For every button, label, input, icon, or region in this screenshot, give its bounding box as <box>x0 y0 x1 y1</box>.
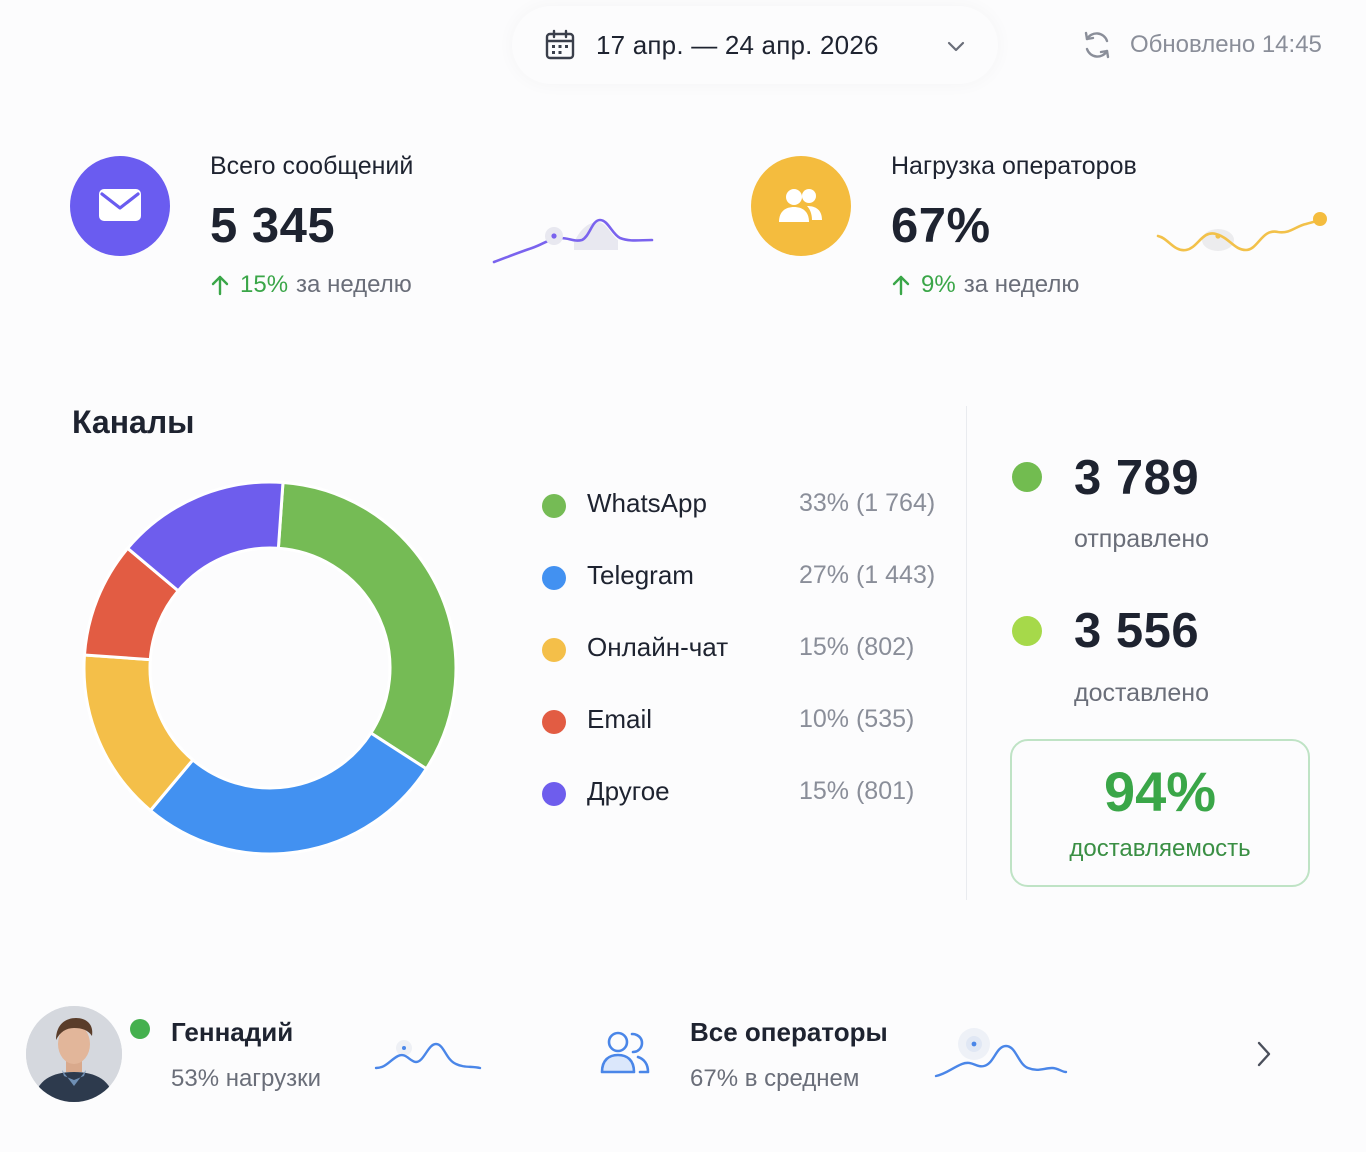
all-operators-icon-wrap <box>596 1028 654 1083</box>
chevron-down-icon <box>947 41 965 52</box>
legend-value: 15% (801) <box>799 777 915 805</box>
operator-avatar-image <box>26 1006 122 1102</box>
load-kpi-icon <box>751 156 851 256</box>
delivery-rate-label: доставляемость <box>1069 835 1251 862</box>
legend-label: Telegram <box>587 560 694 590</box>
legend-label: Email <box>587 704 653 734</box>
delivered-count: 3 556 <box>1074 604 1200 658</box>
messages-sparkline <box>492 218 654 264</box>
legend-item-whatsapp: WhatsApp 33% (1 764) <box>540 486 950 558</box>
legend-value: 33% (1 764) <box>799 489 936 517</box>
messages-kpi-icon <box>70 156 170 256</box>
legend-item-online-chat: Онлайн-чат 15% (802) <box>540 630 950 702</box>
legend-dot <box>542 782 566 806</box>
delivery-rate-card: 94% доставляемость <box>1010 739 1310 887</box>
channels-legend: WhatsApp 33% (1 764) Telegram 27% (1 443… <box>540 486 950 846</box>
date-range-picker[interactable]: 17 апр. — 24 апр. 2026 <box>512 6 998 84</box>
legend-value: 10% (535) <box>799 705 915 733</box>
legend-item-other: Другое 15% (801) <box>540 774 950 846</box>
envelope-icon <box>99 189 141 221</box>
date-range-text: 17 апр. — 24 апр. 2026 <box>596 29 879 60</box>
chevron-right-icon <box>1257 1041 1271 1067</box>
load-delta-pct: 9% <box>921 271 956 298</box>
sent-label: отправлено <box>1074 525 1210 553</box>
calendar-icon <box>545 29 575 60</box>
donut-slice-другое[interactable] <box>125 480 285 593</box>
sent-count: 3 789 <box>1074 451 1200 505</box>
messages-delta-pct: 15% <box>240 271 289 298</box>
users-outline-icon <box>600 1031 650 1074</box>
arrow-up-icon <box>211 275 229 296</box>
legend-label: Другое <box>587 776 670 806</box>
legend-label: Онлайн-чат <box>587 632 729 662</box>
online-status-dot <box>130 1019 150 1039</box>
updated-time: Обновлено 14:45 <box>1130 31 1322 58</box>
legend-value: 15% (802) <box>799 633 915 661</box>
legend-label: WhatsApp <box>587 488 707 518</box>
legend-item-telegram: Telegram 27% (1 443) <box>540 558 950 630</box>
legend-dot <box>542 710 566 734</box>
donut-slice-whatsapp[interactable] <box>276 480 458 771</box>
legend-dot <box>542 638 566 662</box>
legend-value: 27% (1 443) <box>799 561 936 589</box>
messages-kpi-value: 5 345 <box>210 199 336 253</box>
delivered-status-dot <box>1012 616 1042 646</box>
legend-dot <box>542 494 566 518</box>
channels-donut-chart <box>82 480 458 856</box>
load-sparkline <box>1156 212 1327 252</box>
operator-sparkline <box>374 1040 482 1070</box>
arrow-up-icon <box>892 275 910 296</box>
messages-kpi-delta: 15% за неделю <box>210 271 412 299</box>
messages-kpi-title: Всего сообщений <box>210 152 414 180</box>
legend-item-email: Email 10% (535) <box>540 702 950 774</box>
delivered-label: доставлено <box>1074 679 1209 707</box>
load-kpi-value: 67% <box>891 199 991 253</box>
users-icon <box>779 189 822 222</box>
all-operators-sparkline <box>934 1028 1068 1078</box>
operator-name[interactable]: Геннадий <box>171 1017 294 1047</box>
donut-slice-telegram[interactable] <box>148 730 429 856</box>
section-divider <box>966 406 967 900</box>
delivery-rate-value: 94% <box>1103 760 1217 823</box>
load-kpi-delta: 9% за неделю <box>891 271 1079 299</box>
legend-dot <box>542 566 566 590</box>
refresh-icon <box>1084 31 1110 59</box>
refresh-button[interactable]: Обновлено 14:45 <box>1080 28 1322 62</box>
all-operators-average: 67% в среднем <box>690 1065 860 1092</box>
avatar[interactable] <box>26 1006 122 1102</box>
operator-load: 53% нагрузки <box>171 1065 322 1092</box>
sent-status-dot <box>1012 462 1042 492</box>
next-button[interactable] <box>1244 1034 1284 1074</box>
messages-delta-text: за неделю <box>296 271 412 298</box>
load-kpi-title: Нагрузка операторов <box>891 152 1137 180</box>
all-operators-title[interactable]: Все операторы <box>690 1017 888 1047</box>
channels-title: Каналы <box>72 404 195 440</box>
load-delta-text: за неделю <box>963 271 1080 298</box>
